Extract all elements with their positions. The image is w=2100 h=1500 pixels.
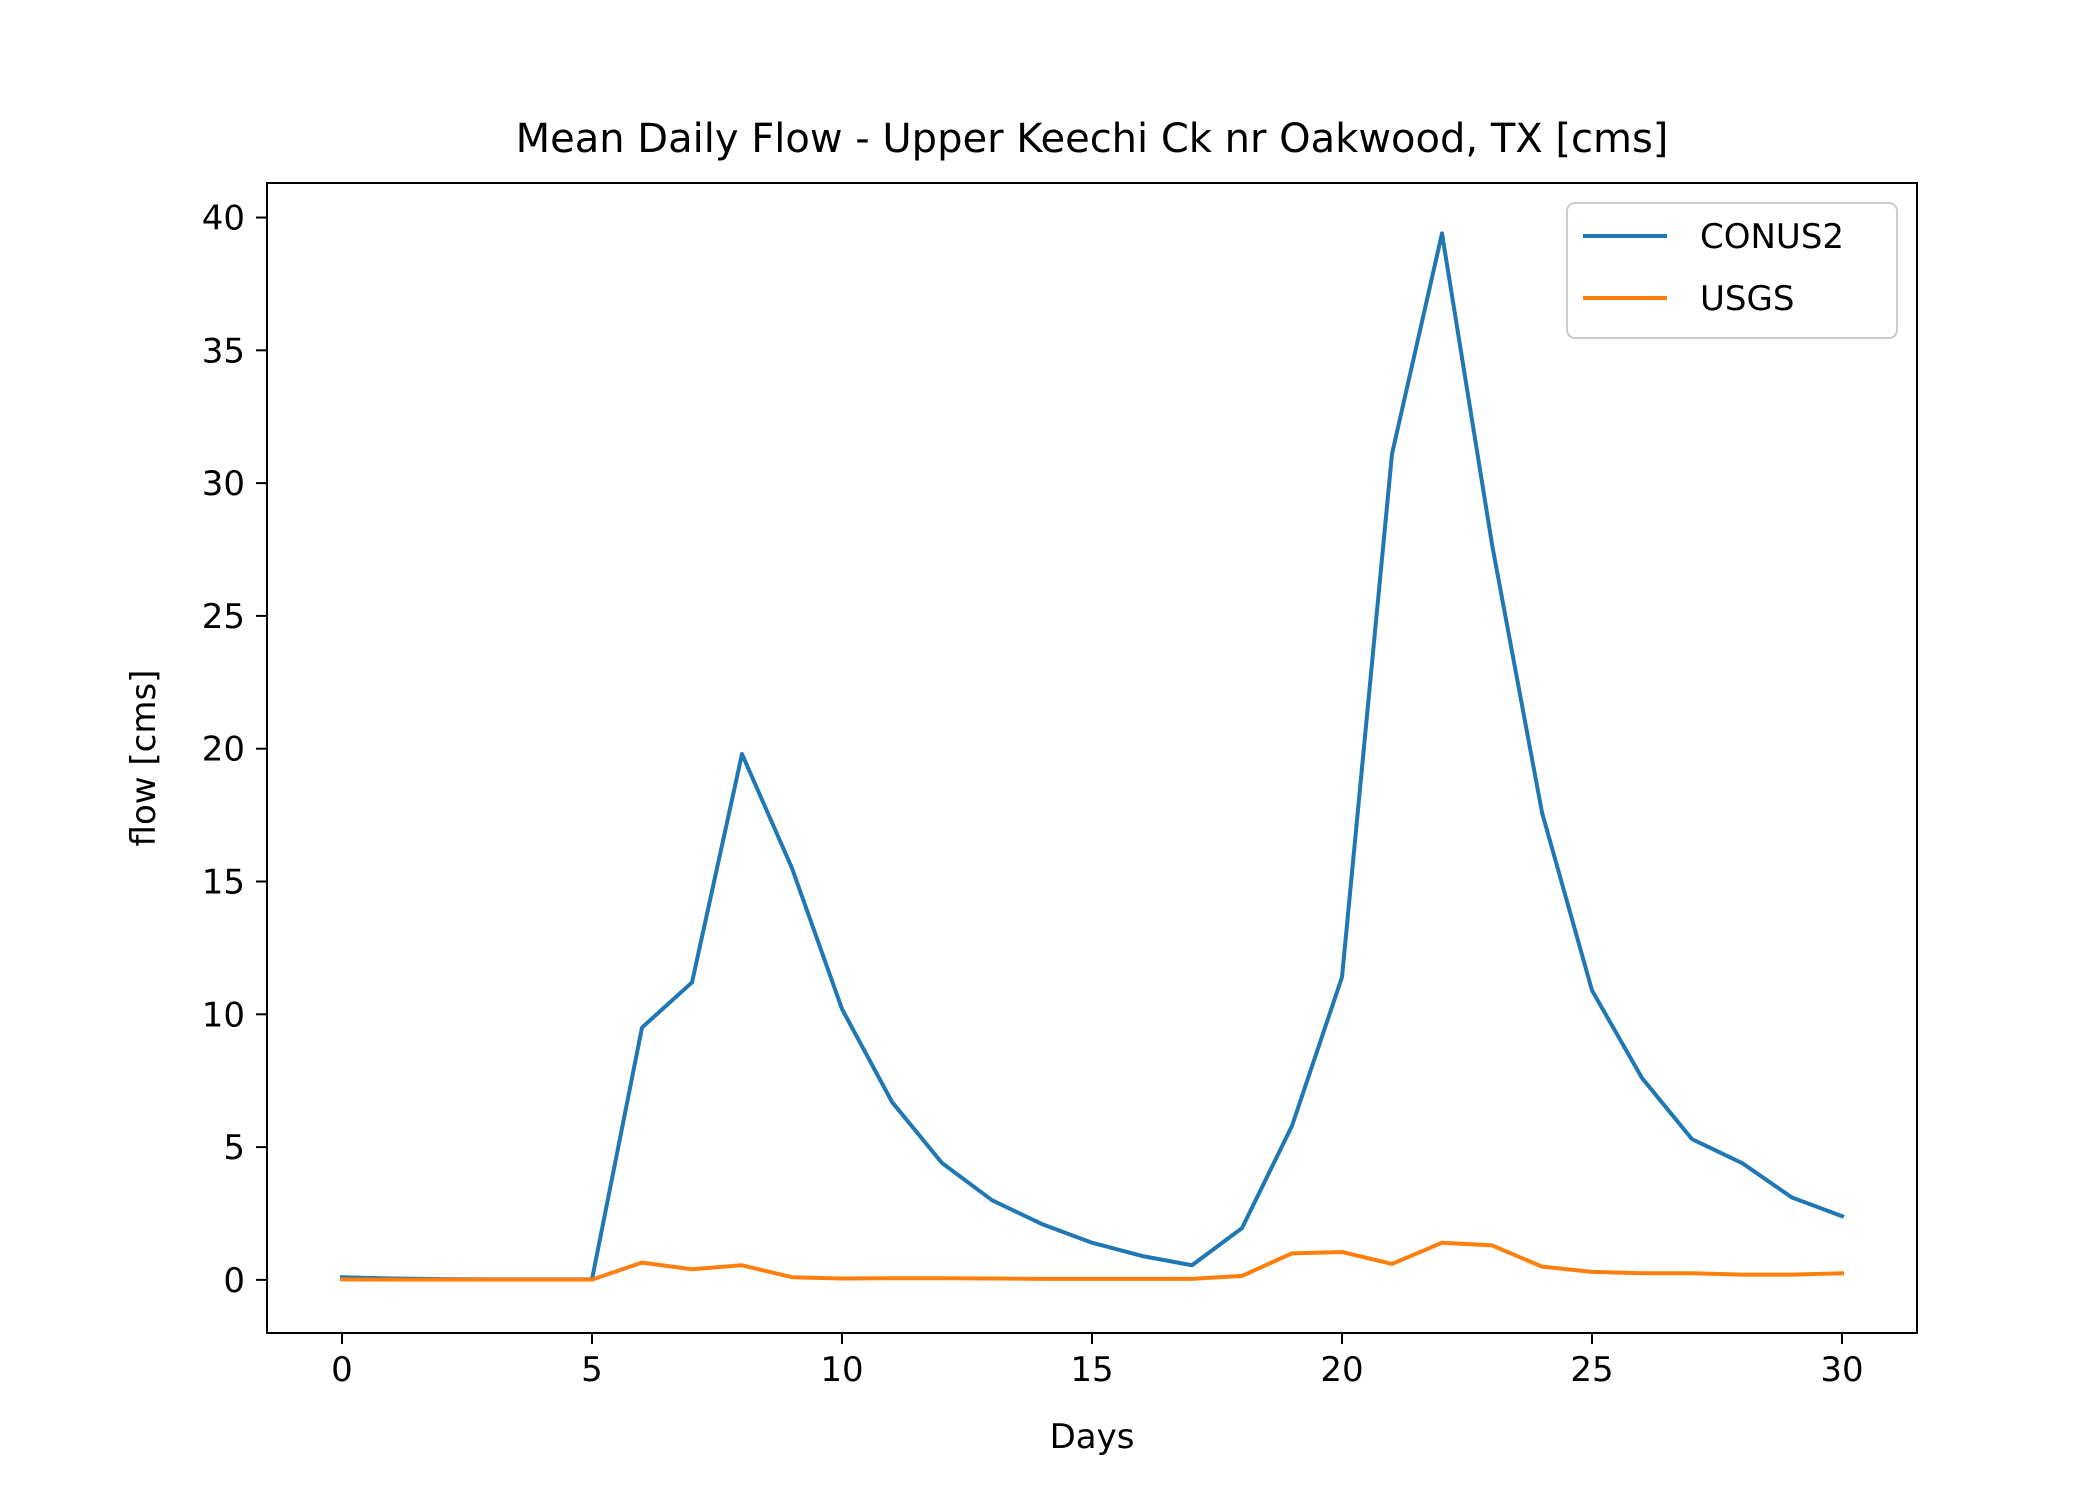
data-point-usgs bbox=[1392, 1263, 1393, 1264]
data-point-usgs bbox=[1092, 1278, 1093, 1279]
y-tick-label: 40 bbox=[202, 199, 245, 239]
x-axis: 0 5 10 15 20 25 30 bbox=[331, 1333, 1864, 1390]
data-point-conus2 bbox=[792, 868, 793, 869]
data-point-conus2 bbox=[992, 1200, 993, 1201]
data-point-conus2 bbox=[1442, 233, 1443, 234]
data-point-usgs bbox=[1042, 1278, 1043, 1279]
chart-title: Mean Daily Flow - Upper Keechi Ck nr Oak… bbox=[516, 116, 1669, 162]
data-point-usgs bbox=[1292, 1253, 1293, 1254]
data-point-usgs bbox=[1342, 1251, 1343, 1252]
data-point-conus2 bbox=[1192, 1265, 1193, 1266]
data-point-conus2 bbox=[742, 754, 743, 755]
data-point-conus2 bbox=[942, 1163, 943, 1164]
data-point-usgs bbox=[1742, 1274, 1743, 1275]
data-point-conus2 bbox=[892, 1101, 893, 1102]
data-point-usgs bbox=[892, 1278, 893, 1279]
y-tick-label: 35 bbox=[202, 331, 245, 371]
y-tick-label: 10 bbox=[202, 995, 245, 1035]
data-point-usgs bbox=[1692, 1273, 1693, 1274]
series-line-usgs bbox=[339, 1240, 1845, 1282]
data-point-conus2 bbox=[1592, 990, 1593, 991]
data-point-usgs bbox=[342, 1279, 343, 1280]
data-point-conus2 bbox=[642, 1027, 643, 1028]
data-point-conus2 bbox=[1042, 1224, 1043, 1225]
x-tick-label: 15 bbox=[1070, 1350, 1113, 1390]
data-point-usgs bbox=[992, 1278, 993, 1279]
data-point-usgs bbox=[842, 1278, 843, 1279]
y-tick-label: 15 bbox=[202, 862, 245, 902]
x-tick-label: 30 bbox=[1820, 1350, 1863, 1390]
x-axis-label: Days bbox=[1050, 1417, 1135, 1457]
x-tick-label: 5 bbox=[581, 1350, 603, 1390]
data-point-usgs bbox=[642, 1262, 643, 1263]
data-point-conus2 bbox=[1392, 453, 1393, 454]
legend-label-conus2: CONUS2 bbox=[1700, 217, 1844, 257]
data-point-usgs bbox=[1592, 1271, 1593, 1272]
data-point-conus2 bbox=[1842, 1216, 1843, 1217]
data-point-usgs bbox=[542, 1279, 543, 1280]
x-tick-label: 0 bbox=[331, 1350, 353, 1390]
data-point-usgs bbox=[1192, 1278, 1193, 1279]
data-point-conus2 bbox=[1692, 1139, 1693, 1140]
y-tick-label: 5 bbox=[223, 1128, 245, 1168]
data-point-conus2 bbox=[1292, 1125, 1293, 1126]
data-point-conus2 bbox=[1242, 1228, 1243, 1229]
x-tick-label: 10 bbox=[820, 1350, 863, 1390]
data-point-conus2 bbox=[1542, 812, 1543, 813]
legend-label-usgs: USGS bbox=[1700, 279, 1794, 319]
plot-area bbox=[267, 183, 1917, 1333]
data-point-usgs bbox=[442, 1279, 443, 1280]
y-tick-label: 30 bbox=[202, 464, 245, 504]
data-point-usgs bbox=[792, 1277, 793, 1278]
data-point-conus2 bbox=[1092, 1242, 1093, 1243]
data-point-conus2 bbox=[1142, 1255, 1143, 1256]
data-point-usgs bbox=[392, 1279, 393, 1280]
y-axis-label: flow [cms] bbox=[124, 670, 164, 847]
data-point-conus2 bbox=[1742, 1163, 1743, 1164]
data-point-usgs bbox=[692, 1269, 693, 1270]
series-layer bbox=[339, 231, 1845, 1282]
data-point-conus2 bbox=[1492, 544, 1493, 545]
data-point-conus2 bbox=[692, 982, 693, 983]
data-point-usgs bbox=[1142, 1278, 1143, 1279]
y-tick-label: 0 bbox=[223, 1261, 245, 1301]
data-point-usgs bbox=[742, 1265, 743, 1266]
plot-background bbox=[267, 183, 1917, 1333]
data-point-conus2 bbox=[1792, 1197, 1793, 1198]
data-point-conus2 bbox=[1642, 1078, 1643, 1079]
data-point-usgs bbox=[1442, 1242, 1443, 1243]
data-point-usgs bbox=[1242, 1275, 1243, 1276]
data-point-usgs bbox=[492, 1279, 493, 1280]
data-point-usgs bbox=[1642, 1273, 1643, 1274]
data-point-conus2 bbox=[842, 1008, 843, 1009]
data-point-conus2 bbox=[1342, 977, 1343, 978]
data-point-usgs bbox=[1492, 1245, 1493, 1246]
data-point-usgs bbox=[1542, 1266, 1543, 1267]
x-tick-label: 25 bbox=[1570, 1350, 1613, 1390]
data-point-usgs bbox=[592, 1279, 593, 1280]
data-point-usgs bbox=[942, 1278, 943, 1279]
data-point-usgs bbox=[1792, 1274, 1793, 1275]
y-tick-label: 20 bbox=[202, 730, 245, 770]
data-point-usgs bbox=[1842, 1273, 1843, 1274]
legend: CONUS2 USGS bbox=[1566, 202, 1898, 339]
y-axis: 0 5 10 15 20 25 30 35 40 bbox=[202, 199, 267, 1301]
x-tick-label: 20 bbox=[1320, 1350, 1363, 1390]
y-tick-label: 25 bbox=[202, 597, 245, 637]
